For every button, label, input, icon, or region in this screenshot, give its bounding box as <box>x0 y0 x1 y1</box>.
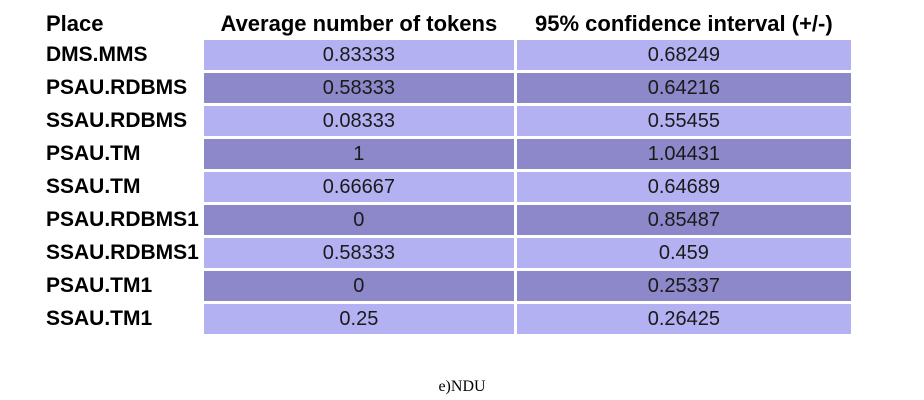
header-confidence-interval: 95% confidence interval (+/-) <box>535 11 833 36</box>
table-row: DMS.MMS 0.83333 0.68249 <box>44 40 851 70</box>
place-cell: PSAU.RDBMS <box>46 76 188 99</box>
table-header-row: Place Average number of tokens 95% confi… <box>44 11 851 37</box>
place-cell: SSAU.RDBMS <box>46 109 188 132</box>
table-row: PSAU.TM 1 1.04431 <box>44 139 851 169</box>
avg-tokens-cell: 0.83333 <box>203 40 514 70</box>
confidence-cell: 0.64216 <box>516 73 851 103</box>
place-cell: PSAU.TM1 <box>46 274 153 297</box>
confidence-cell: 0.55455 <box>516 106 851 136</box>
stats-table-container: Place Average number of tokens 95% confi… <box>44 8 854 337</box>
place-cell: SSAU.TM1 <box>46 307 153 330</box>
table-row: PSAU.RDBMS1 0 0.85487 <box>44 205 851 235</box>
avg-tokens-cell: 0.58333 <box>203 238 514 268</box>
place-cell: DMS.MMS <box>46 43 148 66</box>
place-cell: PSAU.TM <box>46 142 141 165</box>
confidence-cell: 1.04431 <box>516 139 851 169</box>
confidence-cell: 0.25337 <box>516 271 851 301</box>
stats-table: Place Average number of tokens 95% confi… <box>41 8 854 337</box>
confidence-cell: 0.68249 <box>516 40 851 70</box>
table-row: SSAU.RDBMS1 0.58333 0.459 <box>44 238 851 268</box>
place-cell: SSAU.RDBMS1 <box>46 241 199 264</box>
place-cell: SSAU.TM <box>46 175 141 198</box>
table-row: SSAU.TM1 0.25 0.26425 <box>44 304 851 334</box>
avg-tokens-cell: 0.25 <box>203 304 514 334</box>
table-row: SSAU.TM 0.66667 0.64689 <box>44 172 851 202</box>
avg-tokens-cell: 0 <box>203 205 514 235</box>
place-cell: PSAU.RDBMS1 <box>46 208 199 231</box>
table-row: SSAU.RDBMS 0.08333 0.55455 <box>44 106 851 136</box>
table-row: PSAU.RDBMS 0.58333 0.64216 <box>44 73 851 103</box>
confidence-cell: 0.459 <box>516 238 851 268</box>
header-average-tokens: Average number of tokens <box>220 11 498 36</box>
avg-tokens-cell: 0.08333 <box>203 106 514 136</box>
confidence-cell: 0.26425 <box>516 304 851 334</box>
confidence-cell: 0.85487 <box>516 205 851 235</box>
confidence-cell: 0.64689 <box>516 172 851 202</box>
avg-tokens-cell: 0 <box>203 271 514 301</box>
table-row: PSAU.TM1 0 0.25337 <box>44 271 851 301</box>
figure-caption: e)NDU <box>438 378 486 395</box>
avg-tokens-cell: 0.58333 <box>203 73 514 103</box>
avg-tokens-cell: 0.66667 <box>203 172 514 202</box>
avg-tokens-cell: 1 <box>203 139 514 169</box>
header-place: Place <box>46 11 104 36</box>
